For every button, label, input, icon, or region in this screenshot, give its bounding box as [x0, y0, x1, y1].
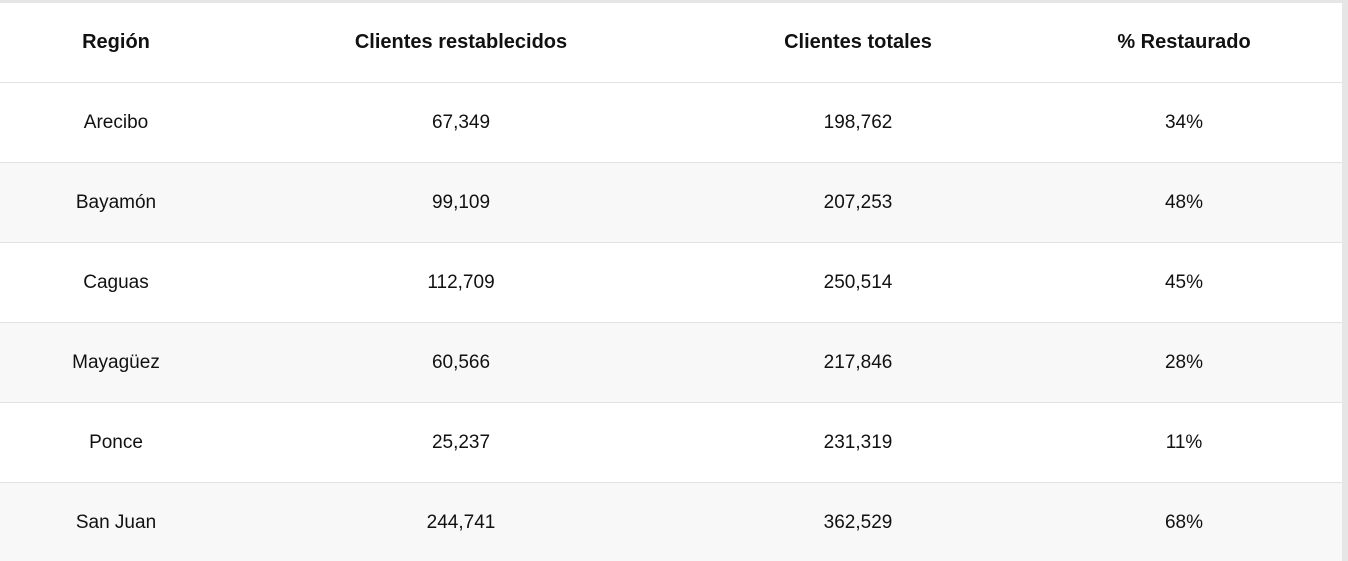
table-cell: 244,741 [232, 482, 690, 561]
table-cell: San Juan [0, 482, 232, 561]
table-row: Bayamón 99,109 207,253 48% [0, 162, 1342, 243]
table-cell: Ponce [0, 402, 232, 483]
table-cell: 45% [1026, 242, 1342, 323]
table-cell: 231,319 [690, 402, 1026, 483]
table-cell: 60,566 [232, 322, 690, 403]
table-cell: 362,529 [690, 482, 1026, 561]
table-cell: 198,762 [690, 82, 1026, 163]
table-cell: 48% [1026, 162, 1342, 243]
column-header: Clientes totales [690, 3, 1026, 83]
table-row: Caguas 112,709 250,514 45% [0, 242, 1342, 323]
table-container: Región Clientes restablecidos Clientes tot… [0, 3, 1342, 561]
table-cell: 207,253 [690, 162, 1026, 243]
table-row: Arecibo 67,349 198,762 34% [0, 82, 1342, 163]
table-cell: 99,109 [232, 162, 690, 243]
table-cell: 28% [1026, 322, 1342, 403]
header-row: Región Clientes restablecidos Clientes tot… [0, 3, 1342, 83]
column-header: Clientes restablecidos [232, 3, 690, 83]
table-cell: Mayagüez [0, 322, 232, 403]
table-cell: Caguas [0, 242, 232, 323]
table-row: Mayagüez 60,566 217,846 28% [0, 322, 1342, 403]
table-cell: Bayamón [0, 162, 232, 243]
table-cell: 11% [1026, 402, 1342, 483]
column-header: % Restaurado [1026, 3, 1342, 83]
table-cell: 67,349 [232, 82, 690, 163]
table-cell: Arecibo [0, 82, 232, 163]
table-cell: 250,514 [690, 242, 1026, 323]
data-table: Región Clientes restablecidos Clientes tot… [0, 3, 1342, 561]
table-row: San Juan 244,741 362,529 68% [0, 482, 1342, 561]
table-cell: 68% [1026, 482, 1342, 561]
table-cell: 25,237 [232, 402, 690, 483]
table-cell: 34% [1026, 82, 1342, 163]
table-row: Ponce 25,237 231,319 11% [0, 402, 1342, 483]
table-body: Arecibo 67,349 198,762 34% Bayamón 99,109 207,… [0, 82, 1342, 561]
column-header: Región [0, 3, 232, 83]
table-cell: 112,709 [232, 242, 690, 323]
table-header: Región Clientes restablecidos Clientes tot… [0, 3, 1342, 83]
table-cell: 217,846 [690, 322, 1026, 403]
